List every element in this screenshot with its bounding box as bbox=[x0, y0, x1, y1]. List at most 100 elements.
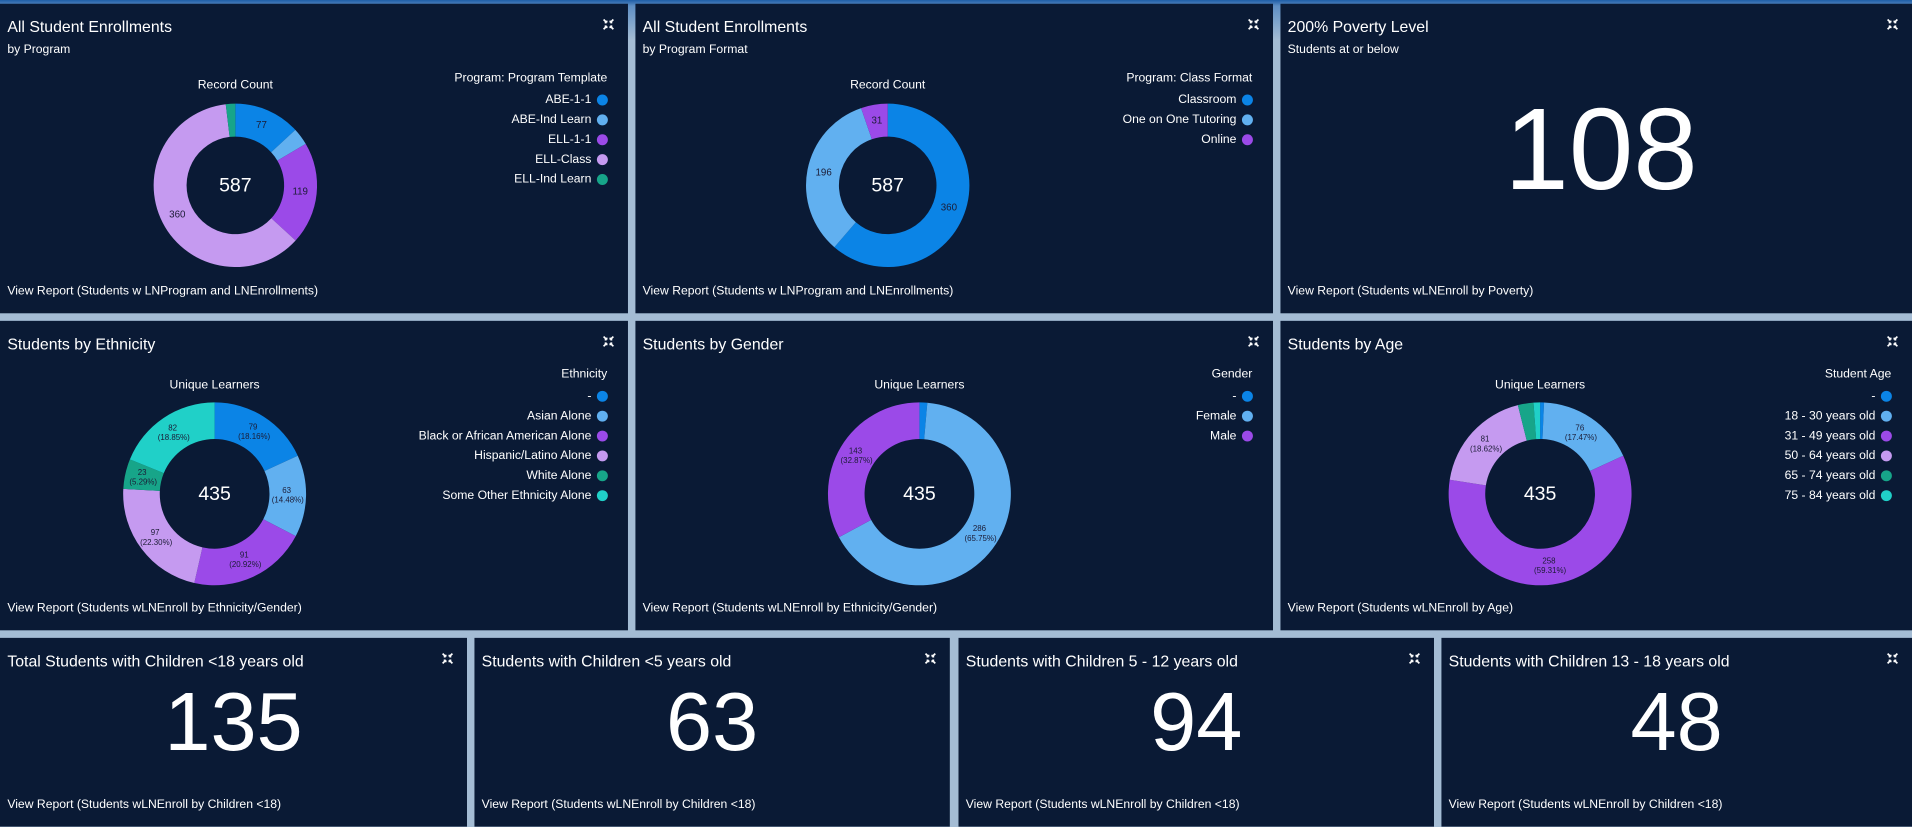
donut-slice bbox=[129, 402, 215, 474]
expand-arrow-head bbox=[609, 25, 613, 29]
panel-title: Total Students with Children <18 years o… bbox=[7, 653, 303, 670]
panel-title: All Student Enrollments bbox=[7, 19, 172, 36]
panel: Students by Ethnicity View Report (Studen… bbox=[0, 320, 628, 631]
slice-label-count: 82 bbox=[168, 423, 179, 432]
donut-slice bbox=[123, 459, 164, 491]
slice-label: 23 (5.29%) bbox=[129, 468, 157, 487]
report-link[interactable]: View Report (Students wLNEnroll by Child… bbox=[966, 797, 1240, 811]
report-link[interactable]: View Report (Students wLNEnroll by Pover… bbox=[1288, 284, 1534, 298]
expand-arrow-head bbox=[1249, 20, 1253, 24]
panel-title: Students by Ethnicity bbox=[7, 336, 155, 353]
donut-slice bbox=[1449, 405, 1527, 486]
expand-arrow-head bbox=[1410, 659, 1414, 663]
legend-label: ABE-1-1 bbox=[545, 92, 591, 106]
donut-slice bbox=[271, 143, 318, 241]
expand-arrow-head bbox=[443, 659, 447, 663]
legend-swatch bbox=[1880, 470, 1892, 482]
expand-arrow-head bbox=[1254, 20, 1258, 24]
expand-icon[interactable] bbox=[602, 18, 614, 30]
donut-slice bbox=[834, 103, 970, 268]
donut-slice bbox=[1448, 455, 1632, 586]
donut-slice bbox=[271, 129, 306, 161]
report-link[interactable]: View Report (Students w LNProgram and LN… bbox=[7, 284, 318, 298]
expand-icon[interactable] bbox=[1248, 18, 1260, 30]
donut-slice bbox=[1540, 402, 1545, 440]
donut-measure-label: Record Count bbox=[850, 78, 926, 92]
report-link[interactable]: View Report (Students wLNEnroll by Ethni… bbox=[643, 601, 937, 615]
expand-arrow-head bbox=[604, 342, 608, 346]
panel-background bbox=[474, 637, 950, 827]
panel: Students with Children 13 - 18 years old… bbox=[1441, 637, 1912, 827]
slice-label-count: 23 bbox=[138, 468, 149, 477]
donut-total: 435 bbox=[1524, 483, 1557, 505]
report-link[interactable]: View Report (Students wLNEnroll by Child… bbox=[482, 797, 756, 811]
report-link[interactable]: View Report (Students wLNEnroll by Child… bbox=[1449, 797, 1723, 811]
donut-slice bbox=[123, 488, 203, 584]
panel-title: Students with Children <5 years old bbox=[482, 653, 732, 670]
panel-background bbox=[958, 637, 1435, 827]
legend-label: Female bbox=[1196, 408, 1237, 422]
slice-label: 119 bbox=[292, 187, 308, 198]
legend-label: Some Other Ethnicity Alone bbox=[442, 488, 591, 502]
donut-slice bbox=[838, 402, 1011, 586]
donut-measure-label: Unique Learners bbox=[1495, 378, 1585, 392]
donut-slice bbox=[1542, 402, 1624, 471]
legend-swatch bbox=[1880, 410, 1892, 422]
donut-slice bbox=[235, 103, 296, 153]
donut-measure-label: Unique Learners bbox=[170, 378, 260, 392]
slice-label: 143 (32.87%) bbox=[841, 447, 873, 466]
legend-label: 18 - 30 years old bbox=[1785, 408, 1876, 422]
expand-arrow-head bbox=[1893, 337, 1897, 341]
expand-arrow-head bbox=[1415, 654, 1419, 658]
expand-icon[interactable] bbox=[442, 652, 453, 664]
slice-label-percent: (14.48%) bbox=[272, 496, 304, 505]
expand-arrow-head bbox=[1893, 659, 1897, 663]
legend-label: White Alone bbox=[526, 468, 591, 482]
legend-title: Program: Program Template bbox=[454, 70, 607, 84]
legend-swatch bbox=[1241, 114, 1253, 126]
slice-label-count: 79 bbox=[249, 422, 260, 431]
expand-icon[interactable] bbox=[1887, 652, 1898, 664]
slice-label: 286 (65.75%) bbox=[965, 524, 997, 543]
expand-arrow-head bbox=[1249, 337, 1253, 341]
expand-icon[interactable] bbox=[1248, 335, 1260, 347]
donut-slice bbox=[153, 104, 296, 268]
panel-title: All Student Enrollments bbox=[643, 19, 808, 36]
slice-label: 91 (20.92%) bbox=[229, 550, 261, 569]
donut-measure-label: Record Count bbox=[198, 78, 274, 92]
expand-icon[interactable] bbox=[602, 335, 614, 347]
panel-background bbox=[0, 3, 628, 314]
expand-icon[interactable] bbox=[924, 652, 936, 664]
slice-label: 196 bbox=[816, 168, 832, 179]
legend-label: ABE-Ind Learn bbox=[511, 112, 591, 126]
slice-label-percent: (5.29%) bbox=[129, 478, 157, 487]
panel: Students with Children <5 years old View … bbox=[474, 637, 950, 827]
expand-icon[interactable] bbox=[1887, 335, 1898, 347]
metric-value: 63 bbox=[666, 675, 758, 768]
report-link[interactable]: View Report (Students wLNEnroll by Child… bbox=[7, 797, 281, 811]
expand-icon[interactable] bbox=[1887, 18, 1898, 30]
expand-icon[interactable] bbox=[1409, 652, 1420, 664]
legend-label: ELL-Ind Learn bbox=[514, 172, 591, 186]
report-link[interactable]: View Report (Students w LNProgram and LN… bbox=[643, 284, 954, 298]
legend-swatch bbox=[596, 430, 608, 442]
legend-swatch bbox=[1880, 390, 1892, 402]
report-link[interactable]: View Report (Students wLNEnroll by Ethni… bbox=[7, 601, 301, 615]
slice-label-percent: (22.30%) bbox=[140, 538, 172, 547]
slice-label: 360 bbox=[941, 203, 958, 214]
donut-slice bbox=[827, 402, 920, 538]
panel-title: Students by Gender bbox=[643, 336, 785, 353]
slice-label-percent: (32.87%) bbox=[841, 456, 873, 465]
legend-swatch bbox=[1241, 390, 1253, 402]
legend-label: ELL-1-1 bbox=[548, 132, 592, 146]
report-link[interactable]: View Report (Students wLNEnroll by Age) bbox=[1288, 601, 1513, 615]
donut-slice bbox=[1533, 402, 1541, 440]
slice-label: 79 (18.16%) bbox=[238, 422, 270, 441]
legend-label: One on One Tutoring bbox=[1123, 112, 1237, 126]
panel-background bbox=[635, 320, 1274, 631]
panel-background bbox=[1441, 637, 1912, 827]
legend-label: 75 - 84 years old bbox=[1785, 488, 1876, 502]
expand-arrow-head bbox=[604, 20, 608, 24]
legend-title: Ethnicity bbox=[561, 367, 608, 381]
